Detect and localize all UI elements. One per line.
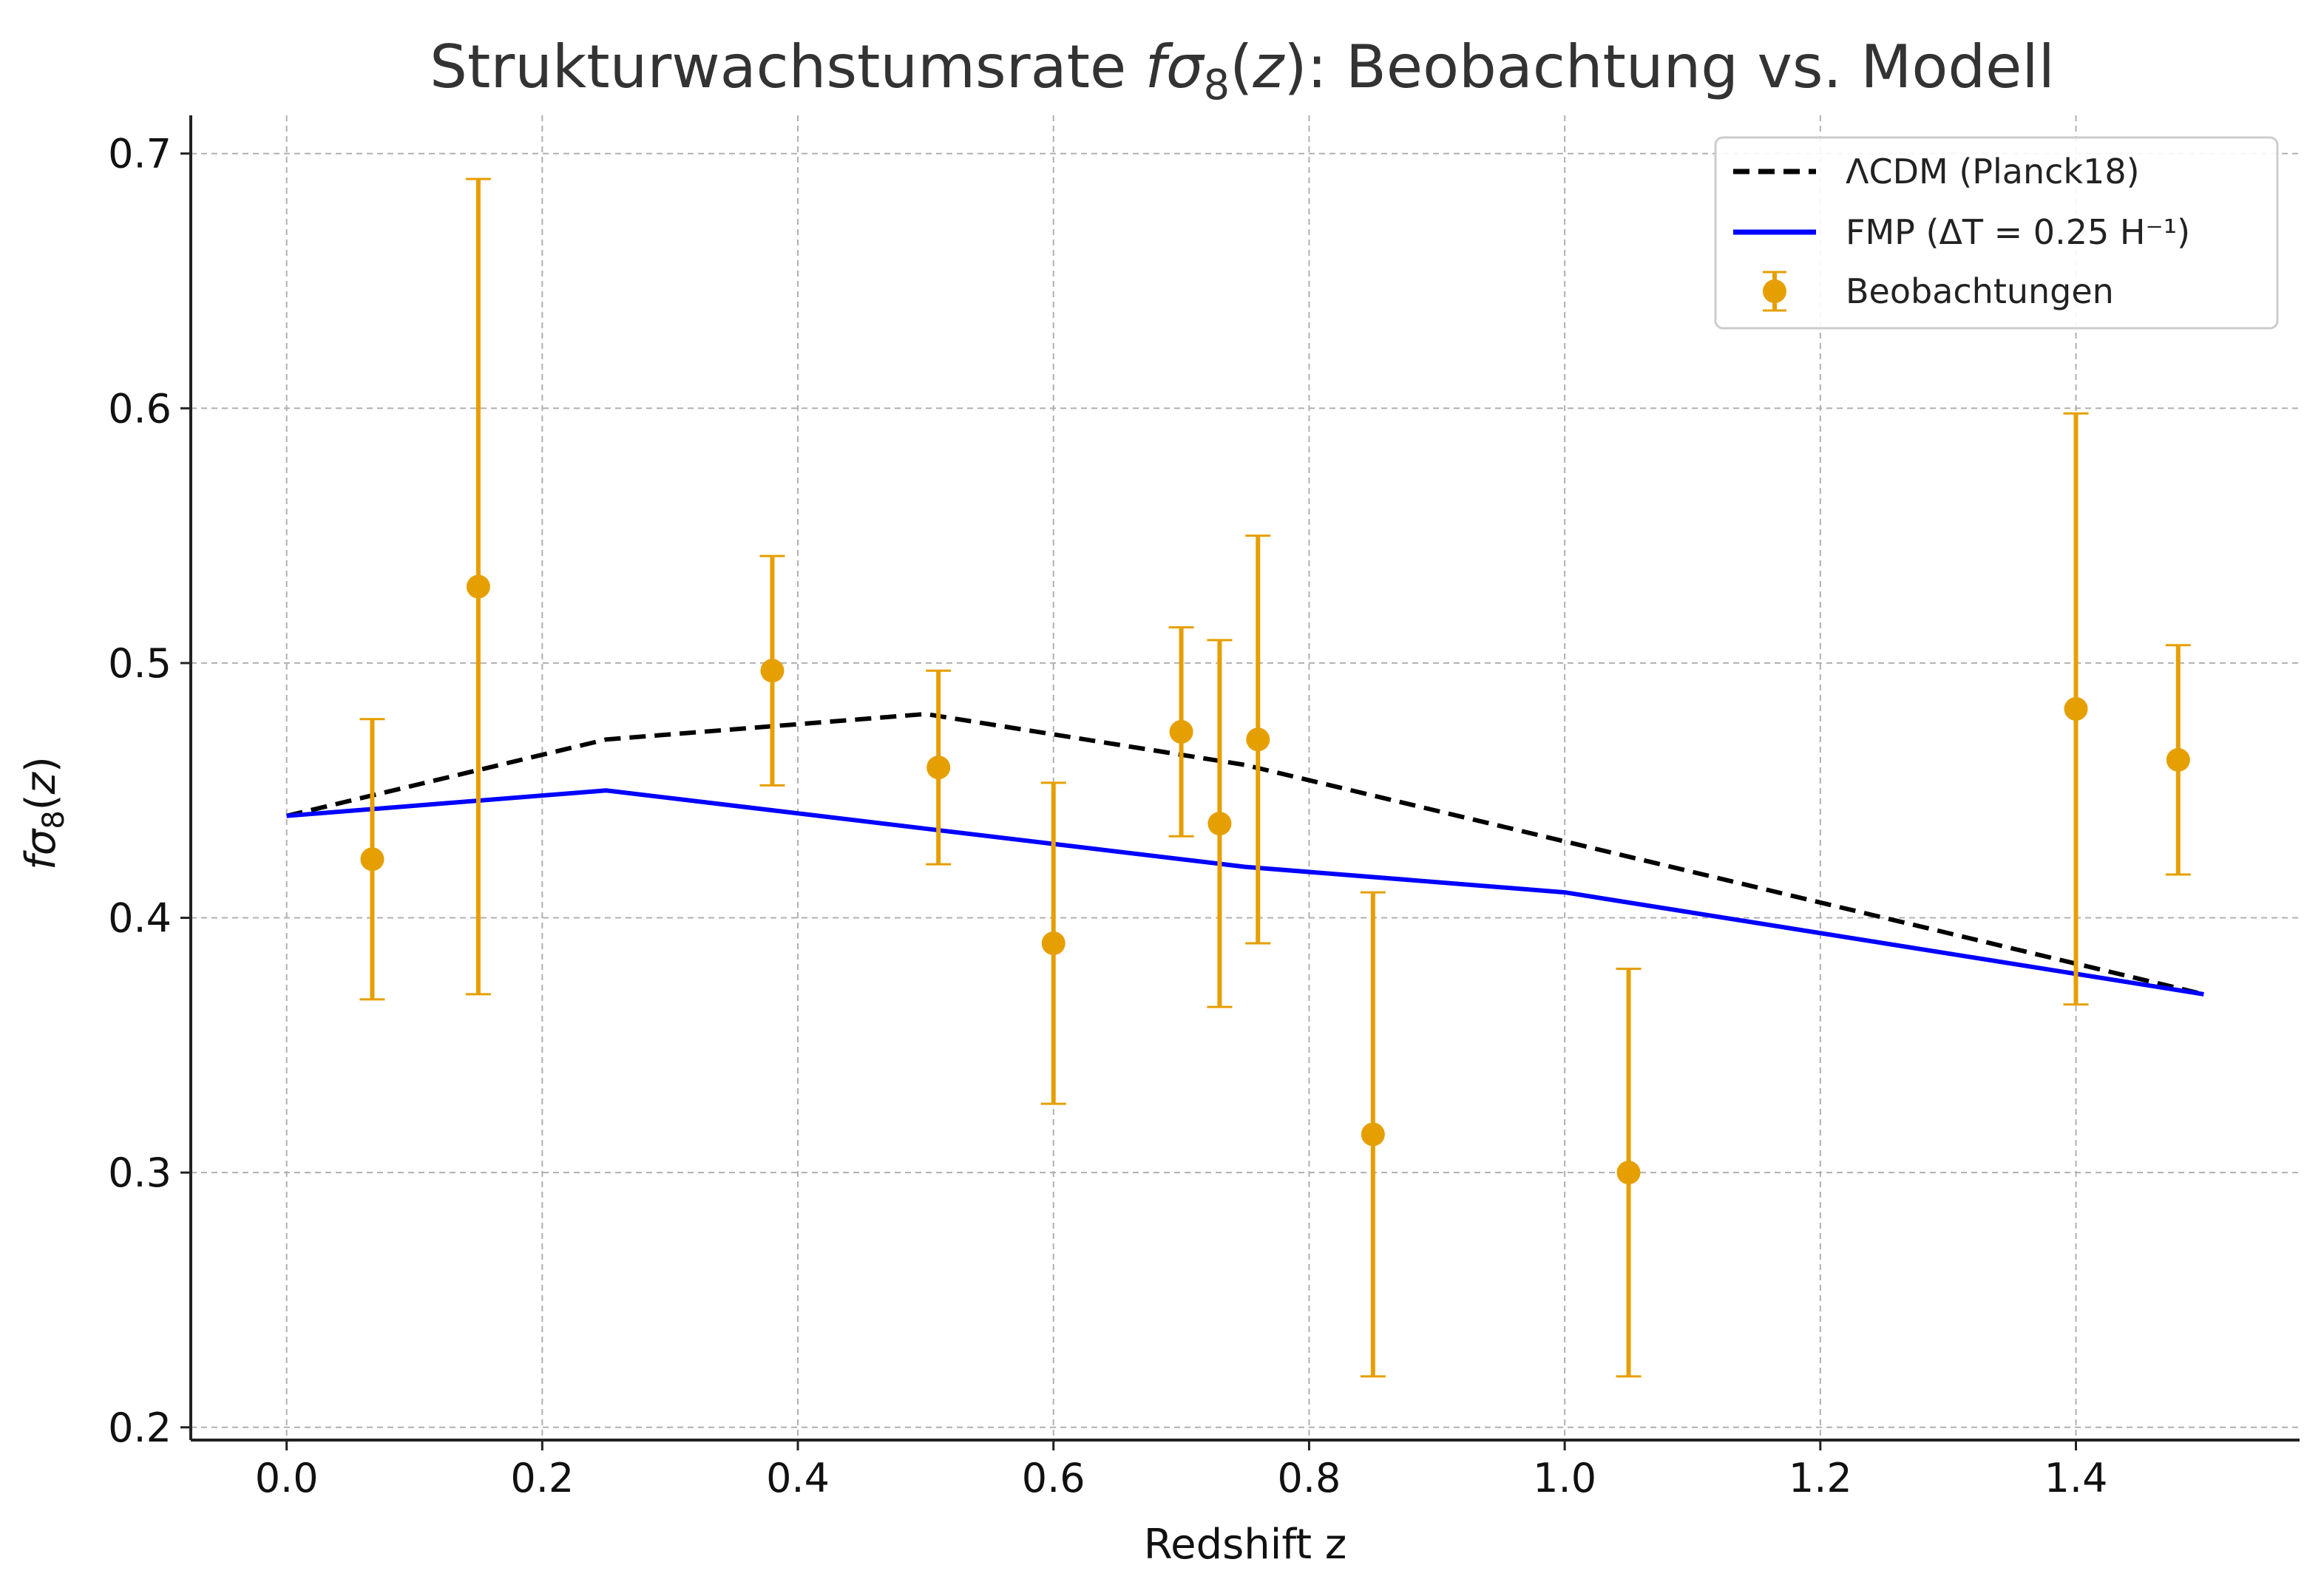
data-marker	[1361, 1122, 1385, 1147]
legend-lcdm-label: ΛCDM (Planck18)	[1846, 152, 2140, 191]
observation-point	[1040, 781, 1066, 1105]
fmp-line	[286, 788, 2204, 997]
grid	[191, 115, 2300, 1440]
lcdm-line	[285, 711, 2205, 997]
x-tick-label: 0.6	[1022, 1455, 1085, 1501]
x-tick-label: 1.4	[2044, 1455, 2108, 1501]
legend-box	[1714, 136, 2279, 330]
data-marker	[926, 756, 951, 780]
data-marker	[360, 847, 384, 872]
observation-point	[926, 669, 952, 866]
y-tick-label: 0.6	[108, 385, 172, 432]
legend-obs-label: Beobachtungen	[1846, 271, 2114, 311]
plot-series	[285, 177, 2205, 1378]
x-ticks: 0.0 0.2 0.4 0.6 0.8 1.0 1.2 1.4	[255, 1440, 2108, 1501]
x-axis-label: Redshift z	[1144, 1521, 1347, 1569]
x-tick-label: 1.0	[1533, 1455, 1596, 1501]
observation-point	[2063, 412, 2089, 1006]
data-marker	[1169, 719, 1193, 744]
observation-point	[1207, 639, 1233, 1008]
observation-point	[759, 554, 785, 787]
observation-point	[1245, 534, 1271, 945]
observation-point	[1168, 626, 1194, 838]
legend-fmp-label: FMP (ΔT = 0.25 H⁻¹)	[1846, 212, 2190, 252]
data-marker	[466, 574, 490, 599]
x-tick-label: 0.8	[1277, 1455, 1341, 1501]
observation-point	[1360, 891, 1386, 1378]
y-tick-label: 0.7	[108, 131, 172, 177]
data-marker	[2064, 696, 2088, 721]
y-tick-label: 0.4	[108, 895, 172, 942]
y-ticks: 0.2 0.3 0.4 0.5 0.6 0.7	[108, 131, 191, 1451]
chart-title: Strukturwachstumsrate fσ8(z): Beobachtun…	[430, 33, 2055, 109]
x-tick-label: 0.0	[255, 1455, 319, 1501]
y-tick-label: 0.5	[108, 640, 172, 687]
x-tick-label: 0.2	[510, 1455, 574, 1501]
observation-point	[1616, 967, 1642, 1378]
y-tick-label: 0.2	[108, 1405, 172, 1451]
x-tick-label: 0.4	[766, 1455, 830, 1501]
data-marker	[1616, 1161, 1641, 1185]
data-marker	[1207, 812, 1232, 836]
y-tick-label: 0.3	[108, 1150, 172, 1196]
y-axis-label: fσ8(z)	[17, 756, 71, 870]
observation-point	[2165, 644, 2191, 876]
x-tick-label: 1.2	[1789, 1455, 1852, 1501]
observation-point	[465, 177, 491, 996]
data-marker	[1041, 931, 1066, 955]
data-marker	[2166, 747, 2190, 772]
data-marker	[760, 659, 785, 683]
legend-obs-marker	[1763, 279, 1786, 303]
observation-point	[359, 718, 385, 1001]
data-marker	[1246, 727, 1270, 752]
legend: ΛCDM (Planck18) FMP (ΔT = 0.25 H⁻¹) Beob…	[1714, 136, 2279, 330]
